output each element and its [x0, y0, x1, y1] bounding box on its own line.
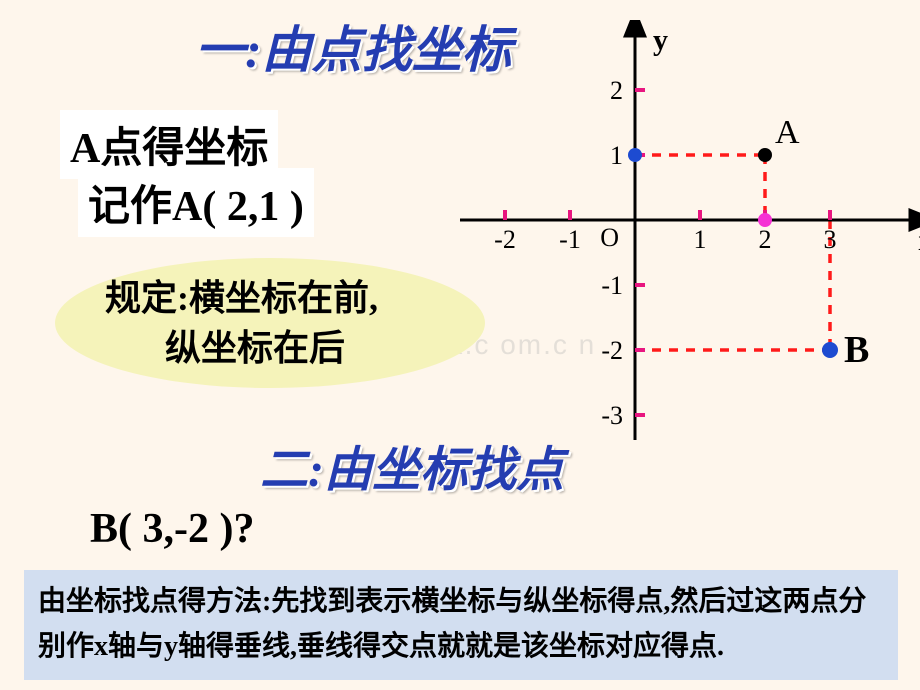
method-label: 由坐标找点得方法: — [38, 586, 271, 617]
rule-ellipse: 规定:横坐标在前, 纵坐标在后 — [55, 258, 485, 388]
section-2-title: 二:由坐标找点 — [260, 430, 564, 500]
rule-line-2: 纵坐标在后 — [105, 323, 485, 373]
coordinate-plane: -3-2-1123-3-2-112OxyAB — [460, 20, 920, 440]
svg-text:B: B — [844, 329, 869, 371]
svg-text:-1: -1 — [601, 271, 623, 300]
svg-text:y: y — [653, 24, 668, 57]
svg-text:A: A — [775, 114, 800, 151]
svg-text:O: O — [600, 223, 619, 252]
svg-text:2: 2 — [759, 225, 772, 254]
rule-line-1: 规定:横坐标在前, — [105, 273, 485, 323]
svg-text:1: 1 — [610, 141, 623, 170]
svg-text:-2: -2 — [494, 225, 516, 254]
svg-text:-2: -2 — [601, 336, 623, 365]
svg-text:3: 3 — [824, 225, 837, 254]
point-b-question: B( 3,-2 )? — [90, 505, 254, 553]
svg-text:-3: -3 — [601, 401, 623, 430]
svg-text:-1: -1 — [559, 225, 581, 254]
method-box: 由坐标找点得方法:先找到表示横坐标与纵坐标得点,然后过这两点分别作x轴与y轴得垂… — [24, 570, 898, 680]
svg-text:1: 1 — [694, 225, 707, 254]
point-a-label-2: 记作A( 2,1 ) — [78, 168, 314, 237]
svg-text:2: 2 — [610, 76, 623, 105]
